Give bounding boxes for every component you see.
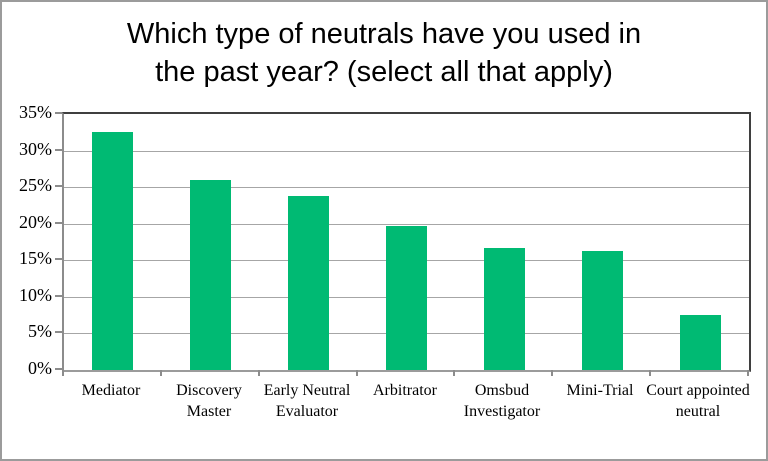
x-axis-tick	[551, 370, 553, 376]
chart-title-line1: Which type of neutrals have you used in	[126, 18, 642, 50]
bar	[680, 315, 721, 370]
y-axis-tick-label: 35%	[19, 102, 52, 122]
y-axis-tick-label: 15%	[19, 248, 52, 268]
y-axis-tick-label: 30%	[19, 139, 52, 159]
x-axis-tick	[258, 370, 260, 376]
y-axis-tick-label: 5%	[28, 321, 52, 341]
x-axis-label: Discovery Master	[176, 382, 242, 420]
bar	[484, 248, 525, 370]
bar	[190, 180, 231, 370]
bar	[386, 226, 427, 370]
x-axis-tick	[649, 370, 651, 376]
x-axis-label: Mini-Trial	[566, 382, 634, 399]
y-axis-tick	[55, 149, 62, 151]
y-axis-tick	[55, 222, 62, 224]
gridline	[64, 151, 749, 152]
chart-title: Which type of neutrals have you used in …	[2, 15, 766, 91]
y-axis-tick	[55, 368, 62, 370]
x-axis-label: Mediator	[81, 382, 141, 399]
y-axis-tick-label: 10%	[19, 285, 52, 305]
bar	[92, 132, 133, 370]
y-axis-tick	[55, 295, 62, 297]
y-axis-tick	[55, 331, 62, 333]
x-axis-label: Court appointed neutral	[646, 382, 750, 420]
gridline	[64, 224, 749, 225]
x-axis-label: Omsbud Investigator	[463, 382, 541, 420]
bar	[582, 251, 623, 370]
x-axis-tick	[62, 370, 64, 376]
x-axis-label: Arbitrator	[373, 382, 437, 399]
x-axis-tick	[356, 370, 358, 376]
y-axis-tick-label: 25%	[19, 175, 52, 195]
x-axis-tick	[747, 370, 749, 376]
x-axis-tick	[160, 370, 162, 376]
chart-title-line2: the past year? (select all that apply)	[155, 56, 613, 88]
x-axis-tick	[453, 370, 455, 376]
y-axis-tick-label: 20%	[19, 212, 52, 232]
y-axis-tick-label: 0%	[28, 358, 52, 378]
y-axis-tick	[55, 185, 62, 187]
y-axis-tick	[55, 112, 62, 114]
x-axis-label: Early Neutral Evaluator	[263, 382, 351, 420]
y-axis-tick	[55, 258, 62, 260]
bar	[288, 196, 329, 370]
plot-area	[62, 112, 751, 372]
gridline	[64, 187, 749, 188]
